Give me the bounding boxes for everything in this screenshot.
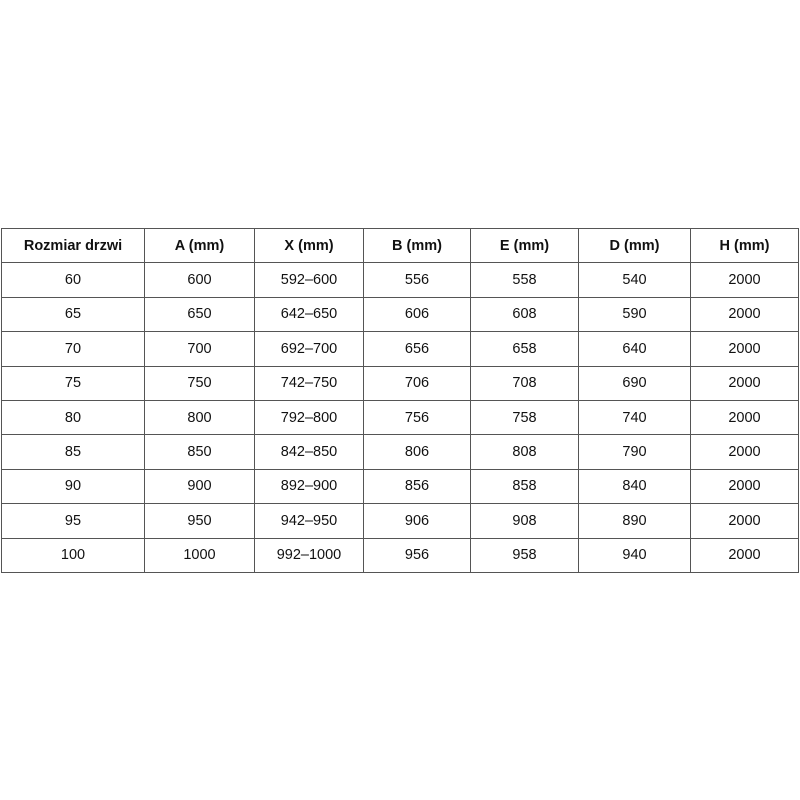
- table-cell: 90: [1, 468, 145, 505]
- table-cell: 656: [363, 331, 471, 367]
- table-cell: 790: [578, 434, 691, 470]
- table-cell: 906: [363, 503, 471, 539]
- table-cell: 75: [1, 365, 145, 401]
- table-row: 70 700 692–700 656 658 640 2000: [1, 331, 799, 367]
- table-row: 80 800 792–800 756 758 740 2000: [1, 399, 799, 436]
- column-header: E (mm): [470, 227, 579, 264]
- table-cell: 2000: [690, 503, 799, 539]
- table-cell: 592–600: [254, 262, 364, 298]
- table-cell: 2000: [690, 537, 799, 573]
- table-cell: 908: [470, 503, 579, 539]
- table-row: 90 900 892–900 856 858 840 2000: [1, 468, 799, 505]
- table-cell: 600: [144, 262, 255, 298]
- column-header: X (mm): [254, 227, 364, 264]
- table-cell: 806: [363, 434, 471, 470]
- table-cell: 842–850: [254, 434, 364, 470]
- table-cell: 892–900: [254, 468, 364, 505]
- table-cell: 540: [578, 262, 691, 298]
- table-cell: 2000: [690, 434, 799, 470]
- table-cell: 70: [1, 331, 145, 367]
- table-cell: 758: [470, 399, 579, 436]
- table-cell: 850: [144, 434, 255, 470]
- table-cell: 2000: [690, 331, 799, 367]
- table-cell: 606: [363, 296, 471, 333]
- column-header: D (mm): [578, 227, 691, 264]
- table-cell: 2000: [690, 262, 799, 298]
- table-cell: 950: [144, 503, 255, 539]
- table-row: 65 650 642–650 606 608 590 2000: [1, 296, 799, 333]
- table-cell: 658: [470, 331, 579, 367]
- table-cell: 856: [363, 468, 471, 505]
- table-cell: 2000: [690, 399, 799, 436]
- table-cell: 690: [578, 365, 691, 401]
- table-cell: 95: [1, 503, 145, 539]
- table-cell: 858: [470, 468, 579, 505]
- header-row: Rozmiar drzwi A (mm) X (mm) B (mm) E (mm) D (…: [1, 227, 799, 264]
- table-cell: 756: [363, 399, 471, 436]
- table-cell: 640: [578, 331, 691, 367]
- table-cell: 808: [470, 434, 579, 470]
- column-header: B (mm): [363, 227, 471, 264]
- table-cell: 708: [470, 365, 579, 401]
- table-cell: 792–800: [254, 399, 364, 436]
- column-header: A (mm): [144, 227, 255, 264]
- table-cell: 65: [1, 296, 145, 333]
- table-cell: 80: [1, 399, 145, 436]
- table-cell: 700: [144, 331, 255, 367]
- table-cell: 85: [1, 434, 145, 470]
- table-cell: 706: [363, 365, 471, 401]
- table-cell: 940: [578, 537, 691, 573]
- table-cell: 650: [144, 296, 255, 333]
- table-cell: 942–950: [254, 503, 364, 539]
- table-row: 75 750 742–750 706 708 690 2000: [1, 365, 799, 401]
- table-cell: 2000: [690, 365, 799, 401]
- table-row: 85 850 842–850 806 808 790 2000: [1, 434, 799, 470]
- table-cell: 590: [578, 296, 691, 333]
- table-cell: 692–700: [254, 331, 364, 367]
- table-cell: 890: [578, 503, 691, 539]
- table-cell: 2000: [690, 468, 799, 505]
- table-cell: 1000: [144, 537, 255, 573]
- table-cell: 556: [363, 262, 471, 298]
- table-cell: 800: [144, 399, 255, 436]
- table-cell: 840: [578, 468, 691, 505]
- table-cell: 740: [578, 399, 691, 436]
- table-cell: 100: [1, 537, 145, 573]
- column-header: H (mm): [690, 227, 799, 264]
- table-cell: 750: [144, 365, 255, 401]
- table-cell: 992–1000: [254, 537, 364, 573]
- table-row: 60 600 592–600 556 558 540 2000: [1, 262, 799, 298]
- column-header: Rozmiar drzwi: [1, 227, 145, 264]
- table-cell: 558: [470, 262, 579, 298]
- table-cell: 958: [470, 537, 579, 573]
- dimensions-table: Rozmiar drzwi A (mm) X (mm) B (mm) E (mm) D (…: [1, 227, 799, 573]
- table-cell: 900: [144, 468, 255, 505]
- table-cell: 742–750: [254, 365, 364, 401]
- table-row: 100 1000 992–1000 956 958 940 2000: [1, 537, 799, 573]
- table-cell: 2000: [690, 296, 799, 333]
- table-cell: 60: [1, 262, 145, 298]
- table-cell: 608: [470, 296, 579, 333]
- table-cell: 956: [363, 537, 471, 573]
- table-row: 95 950 942–950 906 908 890 2000: [1, 503, 799, 539]
- table-cell: 642–650: [254, 296, 364, 333]
